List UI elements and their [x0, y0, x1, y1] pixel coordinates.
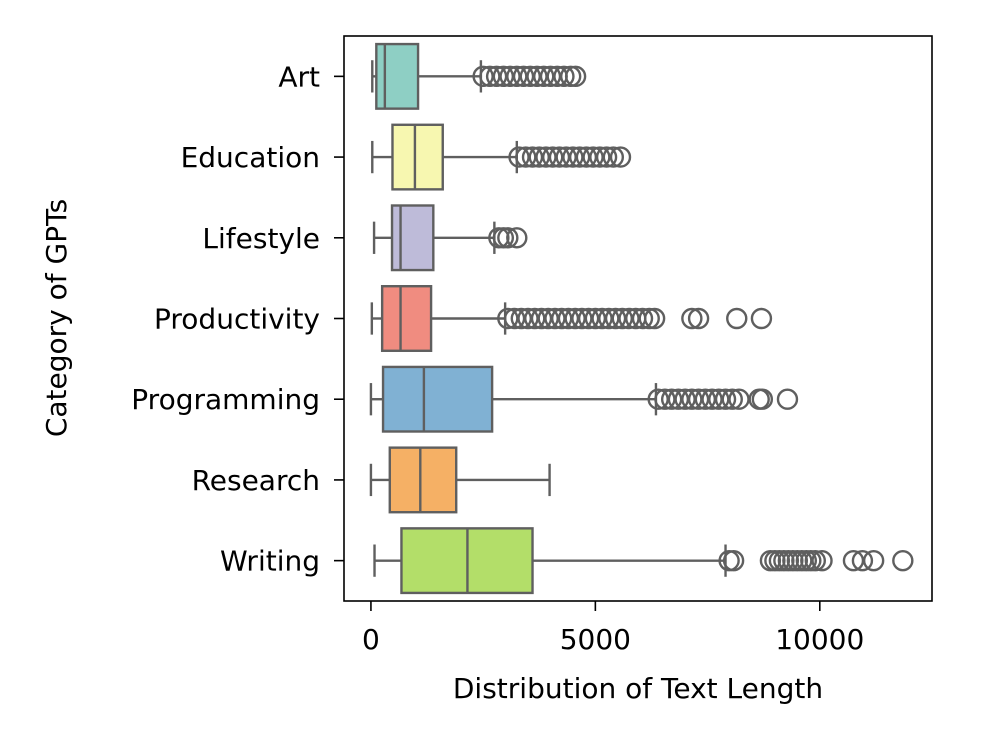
box-group-lifestyle [372, 204, 528, 272]
plot-layer [369, 42, 914, 595]
x-axis-label: Distribution of Text Length [453, 672, 823, 705]
axis-layer: Art Education Lifestyle Productivity Program… [131, 60, 864, 656]
box-group-research [369, 446, 551, 514]
outlier-point [681, 307, 703, 330]
outlier-point [589, 146, 611, 168]
outlier-point [722, 549, 745, 572]
y-tick-label: Education [181, 141, 320, 174]
y-tick-label: Productivity [154, 303, 320, 336]
outlier-point [595, 146, 618, 168]
y-tick-label: Research [192, 464, 320, 497]
y-tick-label: Art [278, 60, 320, 93]
iqr-box [380, 285, 433, 352]
outlier-point [506, 227, 528, 249]
outlier-point [862, 549, 885, 572]
y-axis-label: Category of GPTs [40, 199, 73, 437]
outlier-point [559, 65, 582, 88]
outlier-point [804, 549, 826, 572]
x-tick-label: 0 [362, 623, 380, 656]
y-tick-label: Lifestyle [202, 222, 320, 255]
iqr-box [391, 123, 444, 191]
iqr-box [390, 204, 435, 272]
outlier-point [609, 146, 632, 168]
outlier-point [726, 307, 748, 330]
box-group-writing [373, 527, 914, 595]
outlier-point [811, 549, 833, 572]
box-group-programming [369, 365, 799, 433]
box-group-art [371, 42, 587, 110]
box-group-productivity [370, 285, 773, 352]
outlier-point [892, 549, 914, 572]
y-tick-label: Programming [131, 383, 320, 416]
outlier-point [687, 307, 710, 330]
iqr-box [388, 446, 458, 514]
outlier-point [643, 307, 666, 330]
outlier-point [564, 65, 587, 88]
outlier-point [750, 307, 773, 330]
outlier-point [851, 549, 874, 572]
x-tick-label: 5000 [560, 623, 631, 656]
outlier-point [638, 307, 660, 330]
iqr-box [375, 42, 420, 110]
outlier-point [721, 388, 743, 410]
outlier-point [631, 307, 654, 330]
outlier-point [553, 65, 575, 88]
y-tick-label: Writing [220, 545, 320, 578]
x-tick-label: 10000 [775, 623, 864, 656]
outlier-point [751, 388, 774, 410]
outlier-point [602, 146, 625, 168]
box-group-education [371, 123, 632, 191]
iqr-box [381, 365, 494, 433]
outlier-point [497, 227, 519, 249]
outlier-point [714, 388, 737, 410]
outlier-point [776, 388, 799, 410]
